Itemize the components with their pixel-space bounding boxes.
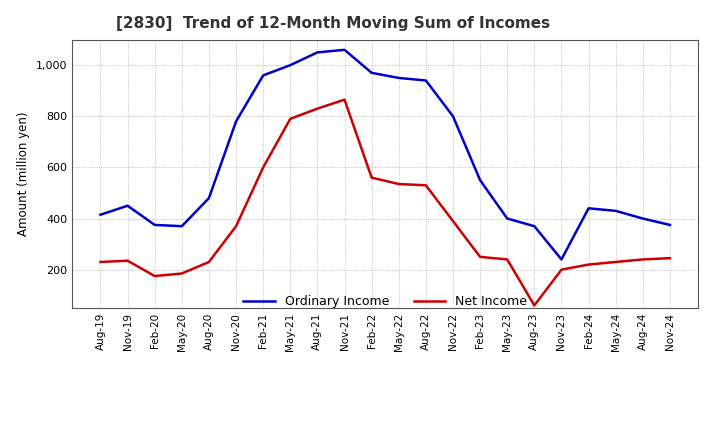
Net Income	[367, 175, 376, 180]
Net Income	[421, 183, 430, 188]
Net Income	[395, 181, 403, 187]
Net Income	[611, 259, 620, 264]
Ordinary Income	[259, 73, 268, 78]
Net Income	[341, 97, 349, 103]
Ordinary Income	[313, 50, 322, 55]
Ordinary Income	[449, 114, 457, 119]
Net Income	[232, 224, 240, 229]
Ordinary Income	[150, 222, 159, 227]
Ordinary Income	[530, 224, 539, 229]
Ordinary Income	[639, 216, 647, 221]
Net Income	[665, 256, 674, 261]
Net Income	[639, 257, 647, 262]
Ordinary Income	[584, 205, 593, 211]
Legend: Ordinary Income, Net Income: Ordinary Income, Net Income	[238, 290, 532, 313]
Text: [2830]  Trend of 12-Month Moving Sum of Incomes: [2830] Trend of 12-Month Moving Sum of I…	[116, 16, 550, 32]
Net Income	[476, 254, 485, 260]
Net Income	[313, 106, 322, 111]
Ordinary Income	[611, 208, 620, 213]
Ordinary Income	[395, 75, 403, 81]
Net Income	[150, 273, 159, 279]
Ordinary Income	[557, 257, 566, 262]
Net Income	[286, 116, 294, 121]
Ordinary Income	[232, 119, 240, 124]
Net Income	[96, 259, 105, 264]
Line: Ordinary Income: Ordinary Income	[101, 50, 670, 260]
Ordinary Income	[367, 70, 376, 76]
Ordinary Income	[178, 224, 186, 229]
Net Income	[449, 218, 457, 224]
Ordinary Income	[96, 212, 105, 217]
Net Income	[204, 259, 213, 264]
Ordinary Income	[503, 216, 511, 221]
Net Income	[503, 257, 511, 262]
Ordinary Income	[204, 195, 213, 201]
Ordinary Income	[286, 62, 294, 68]
Net Income	[259, 165, 268, 170]
Net Income	[178, 271, 186, 276]
Net Income	[123, 258, 132, 264]
Ordinary Income	[421, 78, 430, 83]
Ordinary Income	[123, 203, 132, 209]
Ordinary Income	[341, 47, 349, 52]
Ordinary Income	[665, 222, 674, 227]
Ordinary Income	[476, 178, 485, 183]
Line: Net Income: Net Income	[101, 100, 670, 305]
Net Income	[557, 267, 566, 272]
Y-axis label: Amount (million yen): Amount (million yen)	[17, 112, 30, 236]
Net Income	[584, 262, 593, 267]
Net Income	[530, 303, 539, 308]
